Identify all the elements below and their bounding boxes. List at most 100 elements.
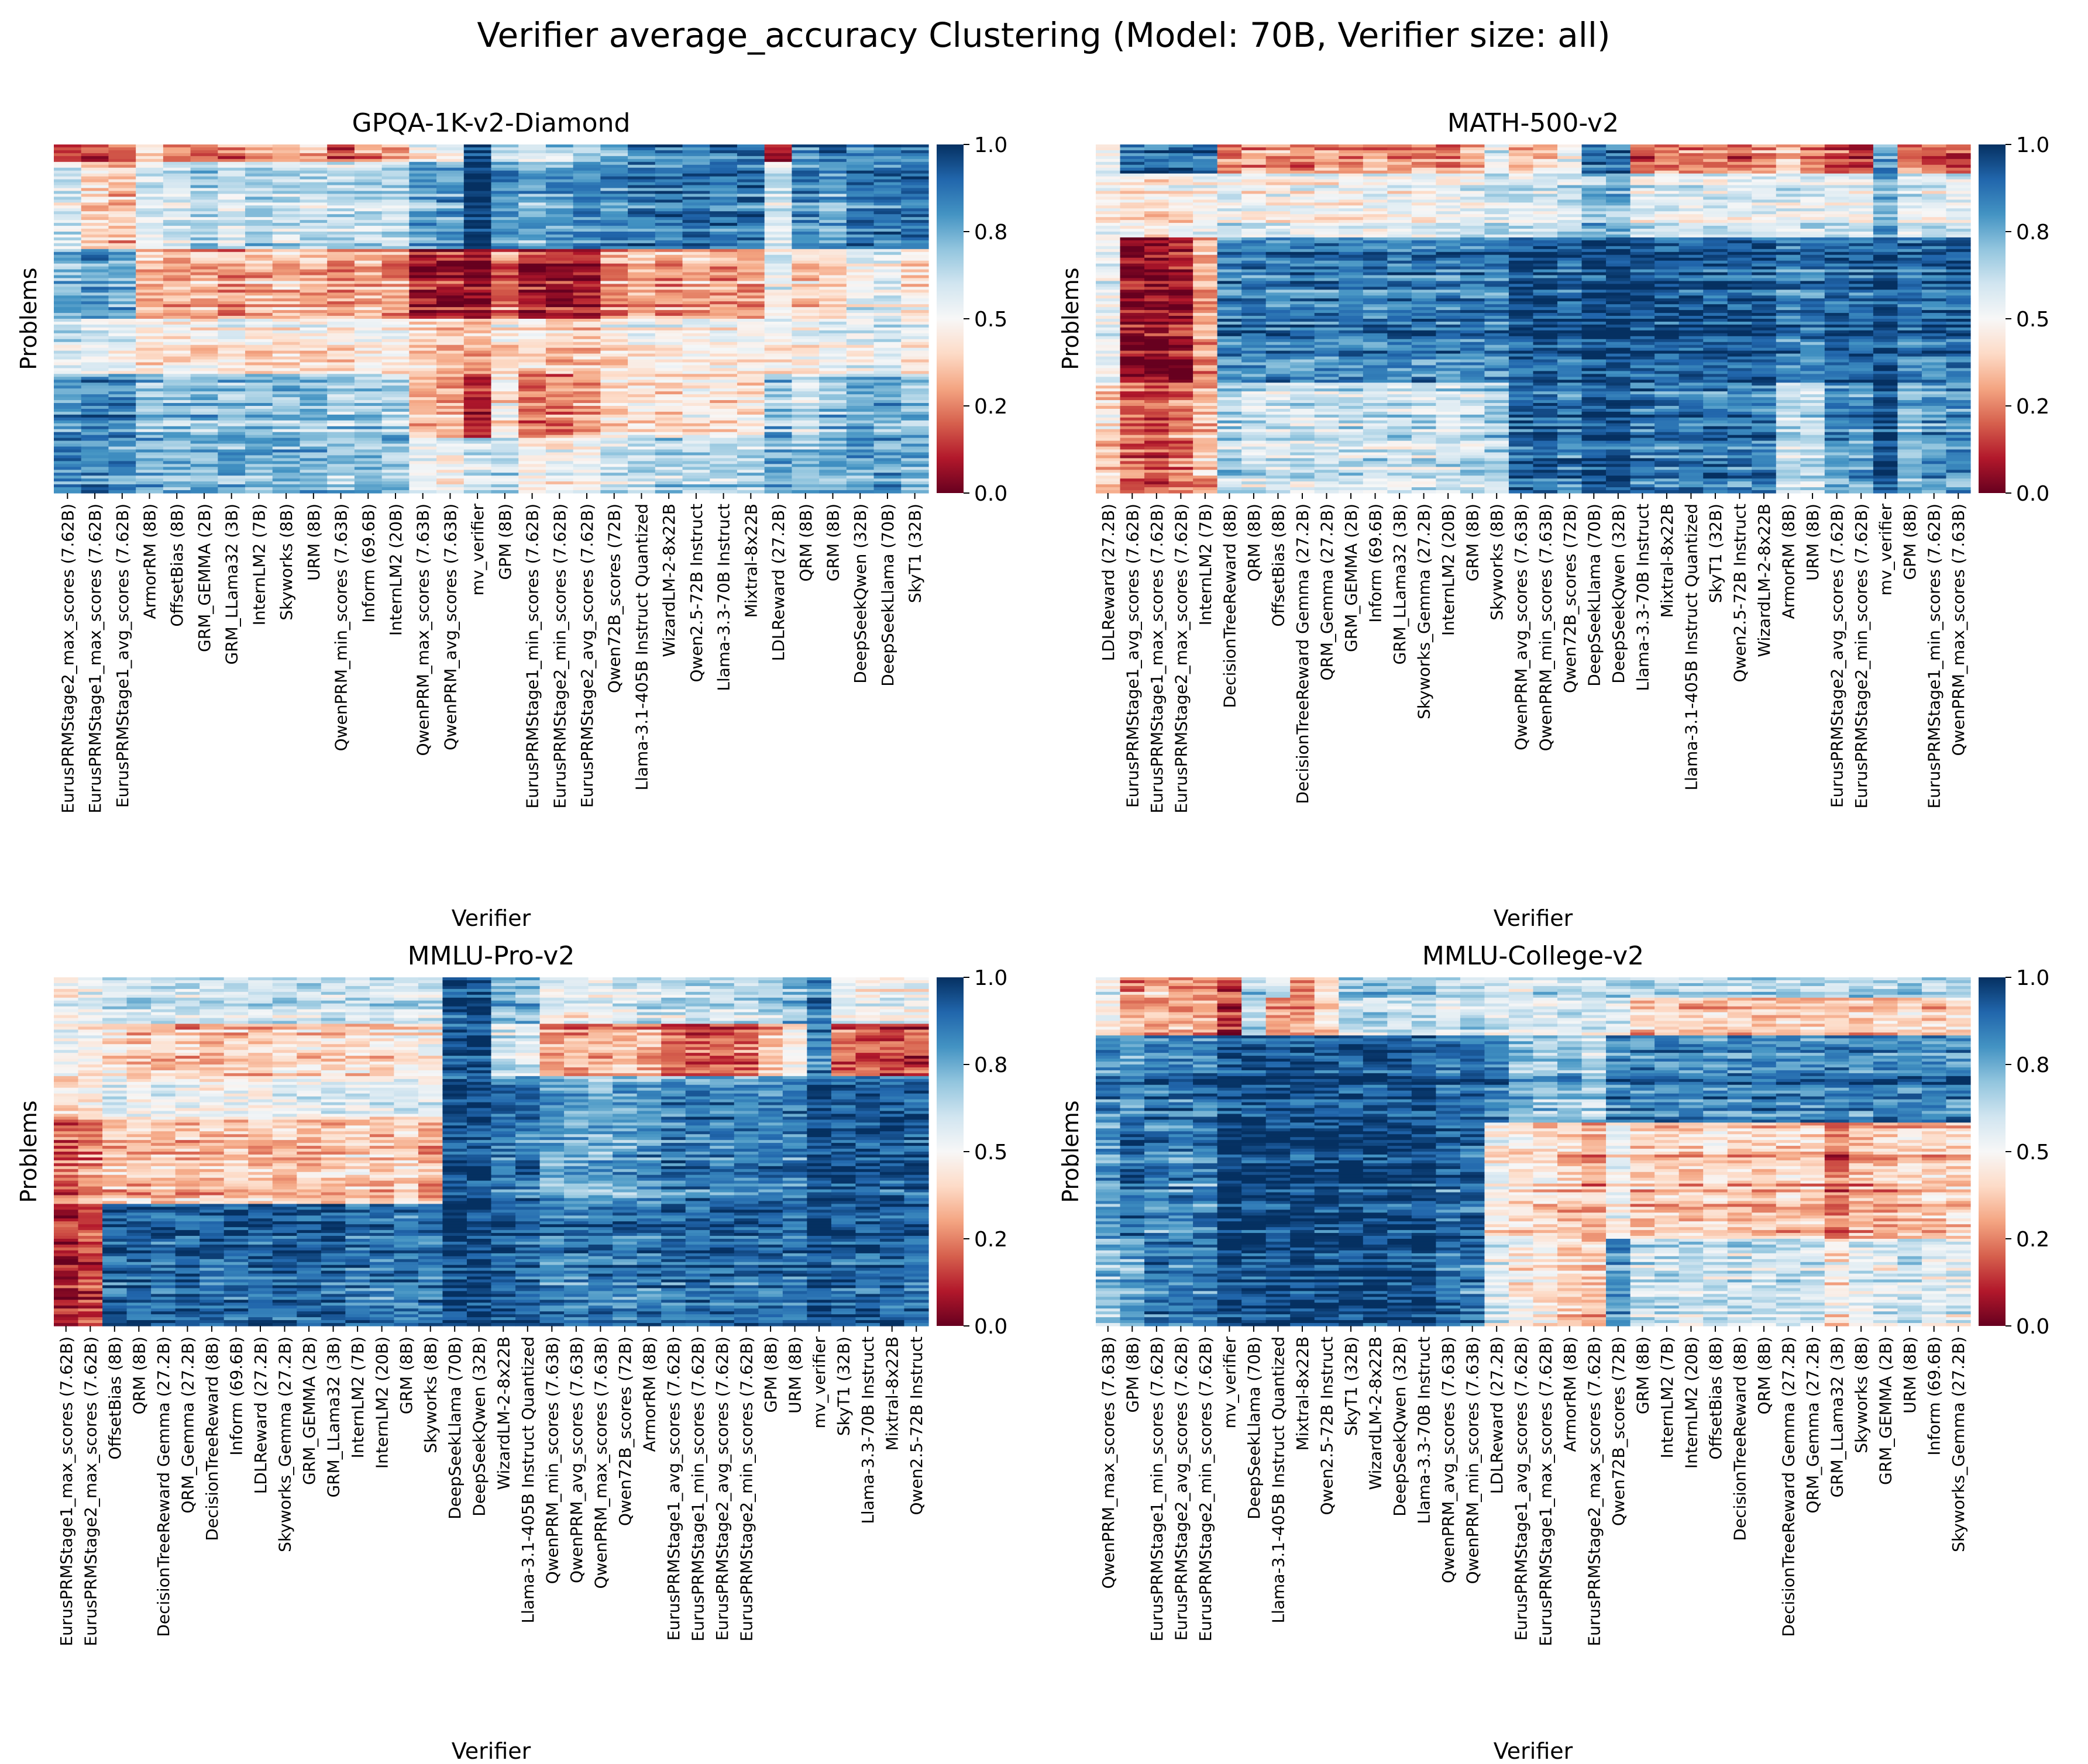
heatmap-cell — [819, 173, 847, 177]
heatmap-cell — [1339, 197, 1364, 200]
heatmap-cell — [545, 243, 574, 247]
heatmap-cell — [300, 153, 328, 157]
heatmap-cell — [491, 249, 519, 253]
heatmap-cell — [846, 298, 875, 302]
heatmap-cell — [873, 194, 902, 197]
heatmap-cell — [518, 458, 546, 461]
heatmap-cell — [737, 173, 765, 177]
heatmap-cell — [436, 414, 465, 418]
heatmap-cell — [163, 240, 191, 244]
heatmap-cell — [1824, 226, 1849, 229]
heatmap-cell — [655, 316, 683, 319]
heatmap-cell — [491, 243, 519, 247]
heatmap-cell — [545, 458, 574, 461]
heatmap-cell — [381, 347, 410, 352]
heatmap-cell — [682, 344, 710, 349]
heatmap-cell — [1436, 147, 1461, 151]
heatmap-cell — [381, 199, 410, 203]
heatmap-cell — [136, 330, 164, 334]
heatmap-cell — [54, 336, 82, 340]
heatmap-cell — [1678, 170, 1704, 174]
heatmap-cell — [764, 455, 793, 459]
heatmap-cell — [655, 490, 683, 494]
heatmap-cell — [136, 417, 164, 421]
heatmap-cell — [1581, 159, 1607, 163]
heatmap-cell — [573, 304, 601, 308]
heatmap-cell — [792, 391, 820, 395]
heatmap-cell — [1776, 159, 1801, 163]
heatmap-cell — [272, 467, 301, 470]
heatmap-cell — [573, 249, 601, 253]
heatmap-cell — [327, 321, 355, 325]
heatmap-cell — [136, 170, 164, 174]
heatmap-cell — [300, 254, 328, 259]
heatmap-cell — [710, 223, 738, 226]
heatmap-cell — [737, 159, 765, 163]
heatmap-cell — [1678, 208, 1704, 212]
heatmap-cell — [409, 414, 437, 418]
heatmap-cell — [81, 347, 109, 352]
heatmap-cell — [1290, 194, 1315, 197]
heatmap-cell — [491, 260, 519, 264]
heatmap-cell — [1168, 223, 1193, 226]
heatmap-cell — [1678, 167, 1704, 171]
heatmap-cell — [354, 458, 383, 461]
heatmap-cell — [1508, 202, 1534, 206]
heatmap-cell — [737, 211, 765, 215]
heatmap-cell — [1703, 199, 1728, 203]
heatmap-cell — [764, 272, 793, 276]
heatmap-cell — [1508, 161, 1534, 166]
heatmap-cell — [600, 208, 628, 212]
heatmap-cell — [108, 232, 136, 235]
heatmap-cell — [901, 310, 929, 313]
heatmap-cell — [1533, 161, 1558, 166]
heatmap-cell — [737, 246, 765, 250]
heatmap-cell — [81, 426, 109, 430]
heatmap-cell — [409, 197, 437, 200]
heatmap-cell — [245, 403, 273, 406]
heatmap-cell — [573, 365, 601, 369]
heatmap-cell — [573, 353, 601, 357]
heatmap-cell — [163, 153, 191, 157]
heatmap-cell — [1314, 182, 1339, 186]
heatmap-cell — [655, 467, 683, 470]
heatmap-cell — [628, 455, 656, 459]
heatmap-cell — [1508, 179, 1534, 183]
heatmap-cell — [354, 339, 383, 343]
heatmap-cell — [245, 217, 273, 220]
heatmap-cell — [573, 478, 601, 482]
heatmap-cell — [381, 249, 410, 253]
heatmap-cell — [218, 153, 246, 157]
heatmap-cell — [518, 226, 546, 229]
heatmap-cell — [1581, 208, 1607, 212]
heatmap-cell — [573, 202, 601, 206]
heatmap-cell — [1387, 173, 1412, 177]
heatmap-cell — [354, 432, 383, 436]
heatmap-cell — [573, 391, 601, 395]
heatmap-cell — [327, 150, 355, 154]
heatmap-cell — [710, 229, 738, 232]
heatmap-cell — [573, 257, 601, 261]
heatmap-cell — [545, 185, 574, 189]
heatmap-cell — [873, 432, 902, 436]
heatmap-cell — [737, 336, 765, 340]
heatmap-cell — [463, 383, 492, 386]
heatmap-cell — [1800, 223, 1825, 226]
heatmap-cell — [190, 290, 218, 293]
heatmap-cell — [764, 144, 793, 148]
heatmap-cell — [54, 342, 82, 346]
heatmap-cell — [901, 269, 929, 273]
heatmap-cell — [81, 490, 109, 494]
heatmap-cell — [737, 446, 765, 450]
heatmap-cell — [710, 310, 738, 313]
heatmap-cell — [1339, 164, 1364, 168]
heatmap-cell — [1460, 159, 1485, 163]
heatmap-cell — [1897, 194, 1922, 197]
heatmap-cell — [518, 417, 546, 421]
heatmap-cell — [81, 476, 109, 479]
heatmap-cell — [819, 377, 847, 380]
heatmap-cell — [545, 490, 574, 494]
heatmap-cell — [792, 194, 820, 197]
heatmap-cell — [518, 214, 546, 218]
heatmap-cell — [764, 342, 793, 346]
